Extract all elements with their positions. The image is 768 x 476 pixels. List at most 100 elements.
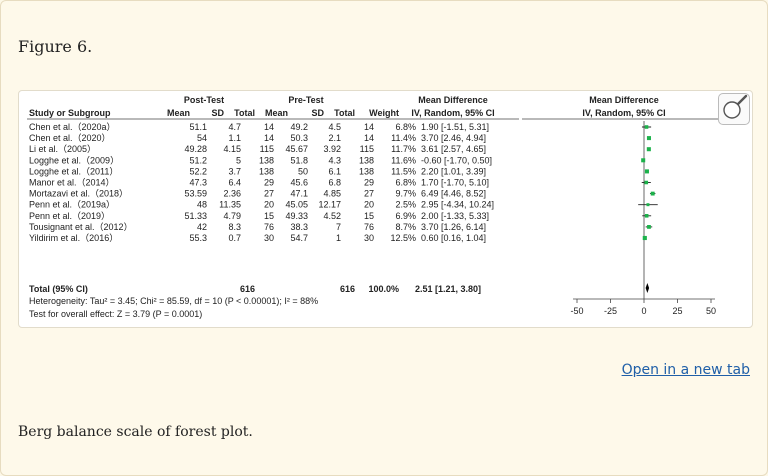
pre-sd: 2.1 <box>328 133 341 143</box>
pre-mean: 50.3 <box>290 133 308 143</box>
post-total: 138 <box>259 166 274 176</box>
study-name: Chen et al.（2020a） <box>29 122 116 132</box>
study-name: Chen et al.（2020） <box>29 133 111 143</box>
study-marker <box>646 203 650 207</box>
post-total: 138 <box>259 155 274 165</box>
study-marker <box>644 180 649 185</box>
post-mean: 49.28 <box>184 144 207 154</box>
pre-sd: 4.3 <box>328 155 341 165</box>
sd1-header: SD <box>211 108 224 118</box>
study-marker <box>646 136 651 141</box>
post-sd: 1.1 <box>228 133 241 143</box>
post-total: 27 <box>264 189 274 199</box>
post-test-header: Post-Test <box>184 95 224 105</box>
post-sd: 4.15 <box>223 144 241 154</box>
pre-sd: 12.17 <box>318 200 341 210</box>
study-header: Study or Subgroup <box>29 108 111 118</box>
study-marker <box>647 225 651 229</box>
pre-sd: 4.85 <box>323 189 341 199</box>
plot-sub: IV, Random, 95% CI <box>582 108 665 118</box>
post-mean: 52.2 <box>189 166 207 176</box>
pre-sd: 4.5 <box>328 122 341 132</box>
pre-total: 14 <box>364 122 374 132</box>
study-name: Li et al.（2005） <box>29 144 96 154</box>
weight: 8.7% <box>395 222 416 232</box>
total-ci: 2.51 [1.21, 3.80] <box>415 284 481 294</box>
study-name: Penn et al.（2019） <box>29 211 110 221</box>
study-marker <box>644 169 649 174</box>
pre-mean: 51.8 <box>290 155 308 165</box>
x-tick-label: -25 <box>604 306 617 316</box>
pre-total: 138 <box>359 155 374 165</box>
post-total: 115 <box>260 144 274 154</box>
post-sd: 4.79 <box>223 211 241 221</box>
forest-plot: Post-Test Pre-Test Mean Difference Mean … <box>27 95 731 319</box>
study-marker <box>646 147 651 152</box>
post-mean: 54 <box>197 133 207 143</box>
post-sd: 5 <box>236 155 241 165</box>
weight: 11.6% <box>391 155 416 165</box>
zoom-button[interactable] <box>718 93 750 125</box>
pre-mean: 49.33 <box>285 211 308 221</box>
weight: 9.7% <box>395 189 416 199</box>
pre-mean: 54.7 <box>290 233 308 243</box>
x-tick-label: 50 <box>706 306 716 316</box>
weight: 6.8% <box>395 122 416 132</box>
forest-plot-figure: Post-Test Pre-Test Mean Difference Mean … <box>18 90 753 328</box>
pre-mean: 50 <box>298 166 308 176</box>
pre-mean: 45.6 <box>290 178 308 188</box>
weight: 11.4% <box>391 133 416 143</box>
md-ci: 2.00 [-1.33, 5.33] <box>421 211 489 221</box>
overall-effect-text: Test for overall effect: Z = 3.79 (P = 0… <box>29 309 202 319</box>
md-ci: 2.20 [1.01, 3.39] <box>421 166 486 176</box>
pre-total: 115 <box>360 144 374 154</box>
weight: 6.8% <box>395 178 416 188</box>
study-name: Tousignant et al.（2012） <box>29 222 133 232</box>
pre-mean: 47.1 <box>290 189 308 199</box>
post-sd: 4.7 <box>228 122 241 132</box>
md-col-title: Mean Difference <box>418 95 488 105</box>
overall-effect-diamond <box>645 283 650 293</box>
md-ci: 1.90 [-1.51, 5.31] <box>421 122 489 132</box>
sd2-header: SD <box>311 108 324 118</box>
pre-sd: 6.1 <box>328 166 341 176</box>
plot-title: Mean Difference <box>589 95 659 105</box>
pre-total: 14 <box>364 133 374 143</box>
post-sd: 11.35 <box>219 200 241 210</box>
md-ci: 2.95 [-4.34, 10.24] <box>421 200 494 210</box>
pre-total: 76 <box>364 222 374 232</box>
post-total: 76 <box>264 222 274 232</box>
study-marker <box>644 214 649 218</box>
study-name: Mortazavi et al.（2018） <box>29 189 128 199</box>
weight: 12.5% <box>390 233 416 243</box>
md-ci: 0.60 [0.16, 1.04] <box>421 233 486 243</box>
post-total: 20 <box>264 200 274 210</box>
magnifier-icon <box>723 94 748 119</box>
total1-header: Total <box>234 108 255 118</box>
weight-header: Weight <box>369 108 399 118</box>
post-total: 29 <box>264 178 274 188</box>
study-marker <box>650 191 655 196</box>
total2-header: Total <box>334 108 355 118</box>
post-mean: 51.1 <box>189 122 207 132</box>
pre-mean: 45.67 <box>285 144 308 154</box>
post-mean: 53.59 <box>184 189 207 199</box>
pre-mean: 45.05 <box>285 200 308 210</box>
weight: 2.5% <box>395 200 416 210</box>
mean1-header: Mean <box>167 108 190 118</box>
post-mean: 47.3 <box>189 178 207 188</box>
md-ci: 3.70 [2.46, 4.94] <box>421 133 486 143</box>
study-name: Penn et al.（2019a） <box>29 200 115 210</box>
post-mean: 51.2 <box>189 155 207 165</box>
post-sd: 0.7 <box>228 233 241 243</box>
post-sd: 2.36 <box>223 189 241 199</box>
md-ci: 3.70 [1.26, 6.14] <box>421 222 486 232</box>
pre-sd: 7 <box>336 222 341 232</box>
study-marker <box>644 125 649 129</box>
total-n1: 616 <box>240 284 255 294</box>
post-mean: 48 <box>197 200 207 210</box>
post-total: 14 <box>264 133 274 143</box>
open-new-tab-link[interactable]: Open in a new tab <box>621 362 750 378</box>
pre-sd: 4.52 <box>323 211 341 221</box>
study-name: Logghe et al.（2011） <box>29 166 118 176</box>
